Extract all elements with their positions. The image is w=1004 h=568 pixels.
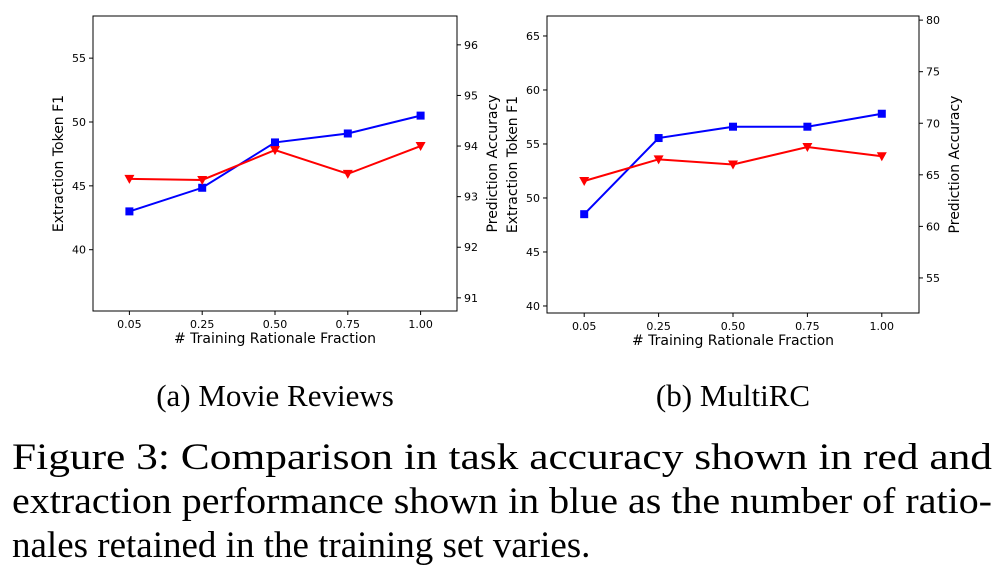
x-tick-label: 0.50 [721, 320, 746, 333]
x-tick-label: 0.25 [646, 320, 671, 333]
y-tick-label: 50 [526, 192, 540, 205]
x-tick-label: 1.00 [408, 318, 433, 331]
marker [270, 146, 280, 156]
x-tick-label: 0.75 [336, 318, 361, 331]
y-tick-label: 45 [526, 246, 540, 259]
y-axis-label: Extraction Token F1 [505, 96, 521, 233]
marker [416, 111, 425, 120]
y2-tick-label: 65 [926, 169, 940, 182]
y2-tick-label: 96 [464, 39, 478, 52]
y-tick-label: 45 [72, 180, 86, 193]
marker [877, 109, 886, 118]
y2-axis-label: Prediction Accuracy [485, 95, 501, 233]
caption-line: Figure 3: Comparison in task accuracy sh… [12, 437, 993, 478]
marker [271, 138, 279, 147]
marker [728, 160, 738, 170]
marker [580, 210, 589, 219]
marker [125, 207, 134, 216]
y-axis-label: Extraction Token F1 [51, 95, 67, 232]
y-tick-label: 55 [526, 138, 540, 151]
x-tick-label: 1.00 [870, 320, 895, 333]
y-tick-label: 40 [72, 244, 86, 257]
marker [802, 142, 813, 152]
y2-tick-label: 92 [464, 241, 478, 254]
y2-tick-label: 60 [926, 220, 940, 233]
y2-tick-label: 94 [464, 140, 478, 153]
marker [197, 175, 208, 185]
y-tick-label: 60 [526, 84, 540, 97]
y-tick-label: 50 [72, 116, 86, 129]
marker [876, 152, 887, 162]
marker [342, 169, 353, 179]
y2-tick-label: 93 [464, 191, 478, 204]
x-tick-label: 0.50 [263, 318, 288, 331]
caption-line: nales retained in the training set varie… [12, 525, 590, 566]
x-tick-label: 0.75 [795, 320, 820, 333]
y2-tick-label: 95 [464, 89, 478, 102]
y2-tick-label: 70 [926, 117, 940, 130]
marker [653, 155, 664, 165]
y2-tick-label: 55 [926, 272, 940, 285]
x-axis-label: # Training Rationale Fraction [632, 333, 834, 349]
y-tick-label: 65 [526, 30, 540, 43]
x-tick-label: 0.05 [117, 318, 142, 331]
y2-tick-label: 75 [926, 66, 940, 79]
marker [124, 174, 135, 184]
y2-tick-label: 80 [926, 14, 940, 27]
marker [729, 122, 737, 131]
x-tick-label: 0.25 [190, 318, 215, 331]
subfigure-title: (a) Movie Reviews [156, 378, 394, 413]
subfigure-title: (b) MultiRC [656, 378, 810, 413]
marker [198, 183, 207, 192]
y-tick-label: 40 [526, 300, 540, 313]
caption-line: extraction performance shown in blue as … [12, 481, 992, 522]
x-tick-label: 0.05 [572, 320, 597, 333]
marker [343, 129, 352, 138]
y-tick-label: 55 [72, 52, 86, 65]
marker [579, 177, 590, 186]
marker [803, 122, 812, 131]
y2-tick-label: 91 [464, 292, 478, 305]
marker [654, 134, 663, 143]
x-axis-label: # Training Rationale Fraction [174, 331, 376, 347]
plot-frame [92, 15, 458, 312]
marker [415, 142, 426, 152]
y2-axis-label: Prediction Accuracy [947, 96, 963, 234]
